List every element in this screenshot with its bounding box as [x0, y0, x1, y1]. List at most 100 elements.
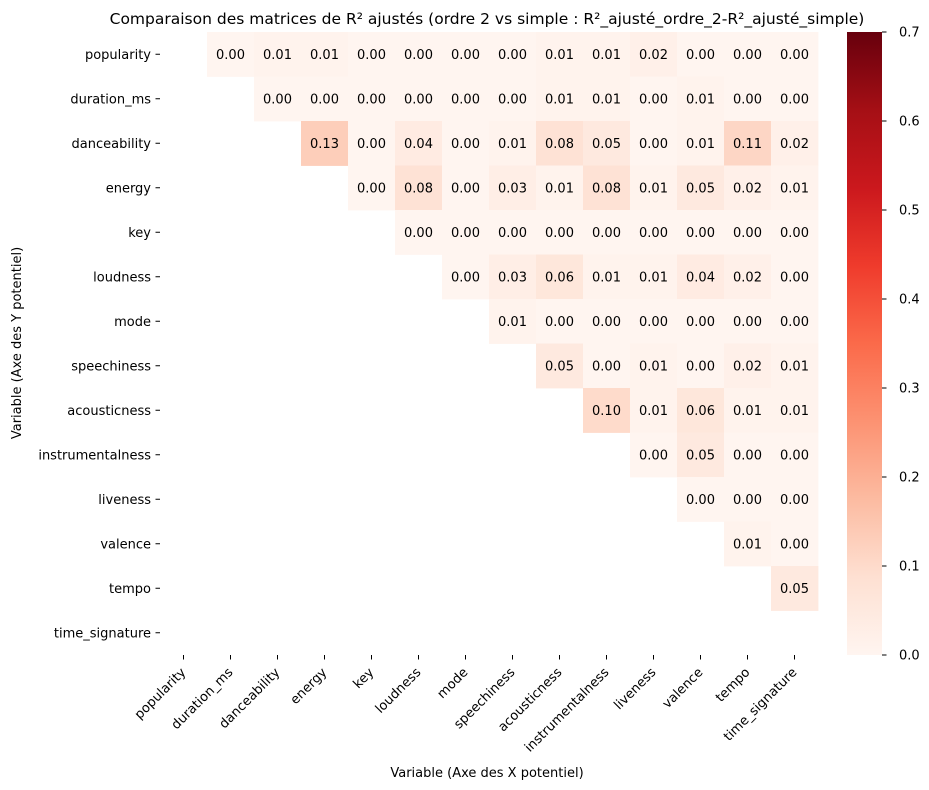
heatmap-cell-liveness-tempo: [724, 477, 772, 522]
heatmap-cell-loudness-acousticness: [536, 254, 584, 300]
cell-value-popularity-instrumentalness: 0.01: [592, 48, 621, 63]
cell-value-key-speechiness: 0.00: [498, 226, 527, 241]
y-tick-label-popularity: popularity: [85, 48, 151, 63]
cell-value-danceability-time_signature: 0.02: [780, 137, 809, 152]
heatmap-cell-popularity-danceability: [254, 32, 302, 77]
x-tick-label-tempo: tempo: [713, 665, 753, 705]
heatmap-cell-danceability-loudness: [395, 121, 443, 166]
cell-value-danceability-mode: 0.00: [451, 137, 480, 152]
heatmap-cell-duration_ms-tempo: [724, 76, 772, 122]
cell-value-key-valence: 0.00: [686, 226, 715, 241]
x-tick-label-energy: energy: [288, 665, 331, 708]
heatmap-cell-energy-instrumentalness: [583, 165, 631, 211]
cell-value-energy-instrumentalness: 0.08: [592, 181, 621, 196]
heatmap-cell-acousticness-liveness: [630, 388, 678, 433]
x-tick-label-mode: mode: [435, 665, 472, 702]
y-tick-label-speechiness: speechiness: [71, 359, 151, 374]
cell-value-liveness-tempo: 0.00: [733, 493, 762, 508]
heatmap-cell-popularity-energy: [301, 32, 349, 77]
heatmap-cell-energy-acousticness: [536, 165, 584, 211]
cell-value-energy-time_signature: 0.01: [780, 181, 809, 196]
cell-value-speechiness-valence: 0.00: [686, 359, 715, 374]
heatmap-cell-acousticness-instrumentalness: [583, 388, 631, 433]
heatmap-cell-danceability-energy: [301, 121, 349, 166]
cell-value-energy-speechiness: 0.03: [498, 181, 527, 196]
cell-value-duration_ms-speechiness: 0.00: [498, 92, 527, 107]
heatmap-cell-acousticness-time_signature: [771, 388, 819, 433]
cell-value-duration_ms-loudness: 0.00: [404, 92, 433, 107]
heatmap-cell-duration_ms-energy: [301, 76, 349, 122]
cell-value-duration_ms-acousticness: 0.01: [545, 92, 574, 107]
heatmap-cell-danceability-speechiness: [489, 121, 537, 166]
cell-value-danceability-speechiness: 0.01: [498, 137, 527, 152]
y-tick-label-instrumentalness: instrumentalness: [38, 448, 151, 463]
cell-value-instrumentalness-valence: 0.05: [686, 448, 715, 463]
cell-value-energy-valence: 0.05: [686, 181, 715, 196]
y-tick-label-duration_ms: duration_ms: [70, 92, 151, 107]
heatmap-cell-energy-speechiness: [489, 165, 537, 211]
x-axis-label: Variable (Axe des X potentiel): [390, 766, 583, 781]
cell-value-mode-acousticness: 0.00: [545, 315, 574, 330]
cell-value-danceability-tempo: 0.11: [733, 137, 762, 152]
heatmap-cell-energy-loudness: [395, 165, 443, 211]
cell-value-popularity-mode: 0.00: [451, 48, 480, 63]
y-tick-label-time_signature: time_signature: [54, 626, 151, 641]
cell-value-key-liveness: 0.00: [639, 226, 668, 241]
heatmap-cell-duration_ms-time_signature: [771, 76, 819, 122]
cell-value-duration_ms-tempo: 0.00: [733, 92, 762, 107]
cell-value-popularity-tempo: 0.00: [733, 48, 762, 63]
cell-value-key-tempo: 0.00: [733, 226, 762, 241]
cell-value-loudness-valence: 0.04: [686, 270, 715, 285]
heatmap-cells: [207, 32, 819, 611]
colorbar: [847, 32, 882, 655]
heatmap-cell-danceability-mode: [442, 121, 490, 166]
heatmap-cell-speechiness-instrumentalness: [583, 343, 631, 389]
heatmap-cell-danceability-tempo: [724, 121, 772, 166]
x-tick-label-instrumentalness: instrumentalness: [522, 665, 612, 755]
y-axis-ticks: popularity duration_ms danceability energy k…: [38, 48, 160, 641]
heatmap-cell-mode-time_signature: [771, 299, 819, 344]
cell-value-loudness-acousticness: 0.06: [545, 270, 574, 285]
cell-value-key-mode: 0.00: [451, 226, 480, 241]
colorbar-tick-label: 0.0: [899, 649, 920, 664]
cell-value-key-acousticness: 0.00: [545, 226, 574, 241]
cell-value-liveness-time_signature: 0.00: [780, 493, 809, 508]
heatmap-cell-energy-mode: [442, 165, 490, 211]
cell-value-mode-liveness: 0.00: [639, 315, 668, 330]
colorbar-tick-label: 0.2: [899, 471, 920, 486]
cell-value-energy-loudness: 0.08: [404, 181, 433, 196]
cell-value-mode-instrumentalness: 0.00: [592, 315, 621, 330]
heatmap-cell-popularity-acousticness: [536, 32, 584, 77]
heatmap-cell-instrumentalness-tempo: [724, 432, 772, 478]
cell-value-duration_ms-danceability: 0.00: [263, 92, 292, 107]
heatmap-cell-key-speechiness: [489, 210, 537, 255]
cell-value-energy-tempo: 0.02: [733, 181, 762, 196]
heatmap-cell-valence-tempo: [724, 521, 772, 567]
heatmap-cell-popularity-mode: [442, 32, 490, 77]
x-tick-label-valence: valence: [660, 665, 706, 711]
heatmap-cell-valence-time_signature: [771, 521, 819, 567]
heatmap-cell-duration_ms-key: [348, 76, 396, 122]
cell-value-danceability-valence: 0.01: [686, 137, 715, 152]
colorbar-tick-label: 0.5: [899, 204, 920, 219]
cell-value-popularity-speechiness: 0.00: [498, 48, 527, 63]
y-tick-label-mode: mode: [114, 315, 151, 330]
heatmap-cell-popularity-loudness: [395, 32, 443, 77]
heatmap-cell-duration_ms-liveness: [630, 76, 678, 122]
chart-title: Comparaison des matrices de R² ajustés (…: [110, 10, 865, 29]
heatmap-cell-key-liveness: [630, 210, 678, 255]
cell-value-duration_ms-liveness: 0.00: [639, 92, 668, 107]
cell-value-valence-tempo: 0.01: [733, 537, 762, 552]
heatmap-cell-mode-tempo: [724, 299, 772, 344]
heatmap-cell-loudness-time_signature: [771, 254, 819, 300]
x-tick-label-loudness: loudness: [373, 665, 425, 717]
y-axis-label: Variable (Axe des Y potentiel): [10, 247, 25, 439]
cell-value-duration_ms-key: 0.00: [357, 92, 386, 107]
cell-value-duration_ms-mode: 0.00: [451, 92, 480, 107]
heatmap-cell-popularity-instrumentalness: [583, 32, 631, 77]
heatmap-cell-popularity-valence: [677, 32, 725, 77]
heatmap-cell-danceability-valence: [677, 121, 725, 166]
x-tick-label-key: key: [351, 665, 378, 692]
